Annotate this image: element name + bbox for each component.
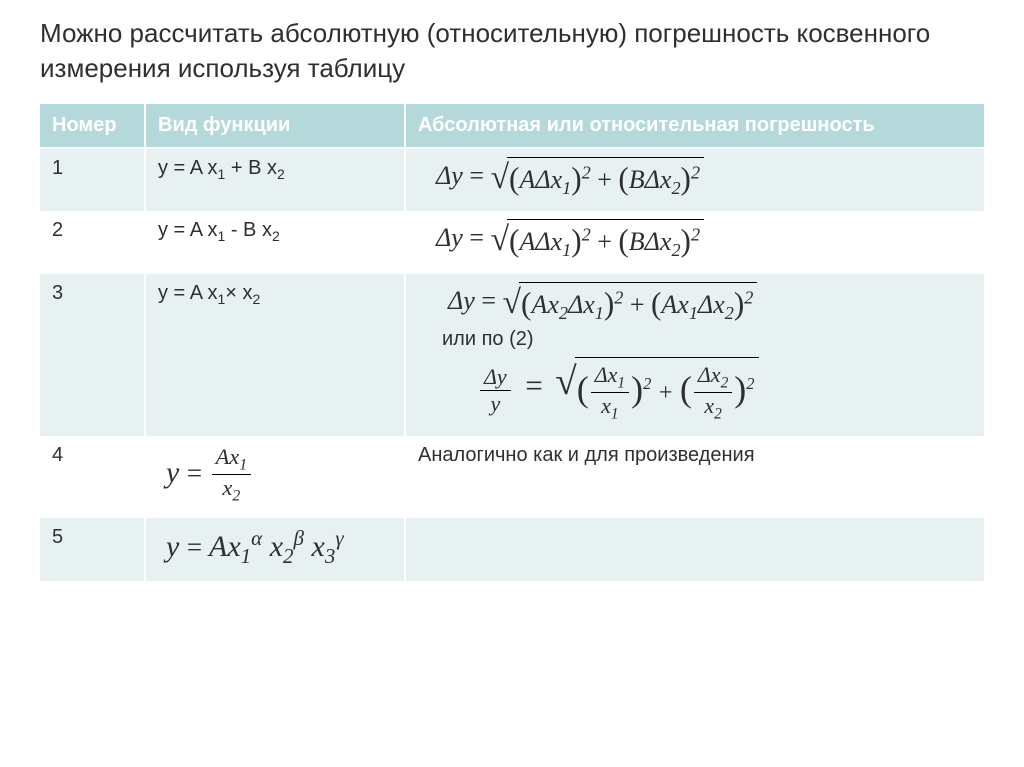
- table-header-row: Номер Вид функции Абсолютная или относит…: [40, 104, 984, 148]
- col-header-error: Абсолютная или относительная погрешность: [405, 104, 984, 148]
- row-number: 3: [40, 274, 145, 436]
- function-cell: y = A x1 + B x2: [145, 148, 405, 211]
- function-cell: y = A x1× x2: [145, 274, 405, 436]
- or-note: или по (2): [418, 324, 972, 357]
- page-title: Можно рассчитать абсолютную (относительн…: [40, 16, 984, 86]
- table-row: 2 y = A x1 - B x2 Δy = √ (AΔx1)2 + (BΔx2…: [40, 211, 984, 273]
- table-row: 1 y = A x1 + B x2 Δy = √ (AΔx1)2 + (BΔx2…: [40, 148, 984, 211]
- error-cell: [405, 518, 984, 581]
- error-cell: Δy = √ (AΔx1)2 + (BΔx2)2: [405, 211, 984, 273]
- error-table: Номер Вид функции Абсолютная или относит…: [40, 104, 984, 580]
- col-header-function: Вид функции: [145, 104, 405, 148]
- error-cell: Δy = √ (AΔx1)2 + (BΔx2)2: [405, 148, 984, 211]
- row-number: 2: [40, 211, 145, 273]
- col-header-number: Номер: [40, 104, 145, 148]
- row-number: 4: [40, 436, 145, 518]
- table-row: 4 y = Ax1 x2 Аналогично как и для произв…: [40, 436, 984, 518]
- error-cell: Аналогично как и для произведения: [405, 436, 984, 518]
- function-cell: y = Ax1 x2: [145, 436, 405, 518]
- error-cell: Δy = √ (Ax2Δx1)2 + (Ax1Δx2)2 или по (2) …: [405, 274, 984, 436]
- function-cell: y = Ax1α x2β x3γ: [145, 518, 405, 581]
- row-number: 1: [40, 148, 145, 211]
- row-number: 5: [40, 518, 145, 581]
- table-row: 3 y = A x1× x2 Δy = √ (Ax2Δx1)2 + (Ax1Δx…: [40, 274, 984, 436]
- table-row: 5 y = Ax1α x2β x3γ: [40, 518, 984, 581]
- function-cell: y = A x1 - B x2: [145, 211, 405, 273]
